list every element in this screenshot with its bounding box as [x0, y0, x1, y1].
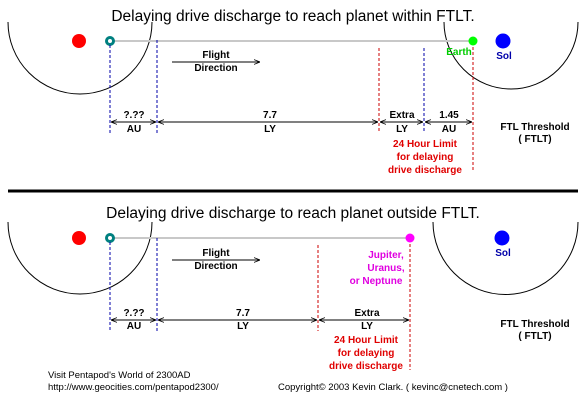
sol-ftlt-circle-bottom: [432, 221, 579, 295]
seg-au-unknown-value-bottom: ?.??: [123, 308, 144, 319]
sol-star-bottom: [494, 230, 510, 246]
ftl-threshold-abbrev: ( FTLT): [518, 134, 551, 145]
sol-ftlt-circle: [443, 21, 579, 90]
origin-star-bottom: [72, 231, 86, 245]
flight-direction-bottom-line1: Flight: [202, 248, 230, 259]
earth-label: Earth: [446, 47, 472, 58]
seg-au-unknown-value: ?.??: [123, 110, 144, 121]
seg-au-known-unit: AU: [442, 124, 456, 135]
origin-ftlt-circle-bottom: [7, 221, 153, 295]
sol-star: [495, 33, 511, 49]
limit-line2: for delaying: [397, 152, 454, 163]
limit-line3: drive discharge: [388, 165, 462, 176]
limit-bottom-line3: drive discharge: [329, 361, 403, 372]
limit-line1: 24 Hour Limit: [393, 139, 458, 150]
seg-au-unknown-unit-bottom: AU: [127, 321, 141, 332]
limit-bottom-line2: for delaying: [338, 348, 395, 359]
ship-marker-bottom: [105, 233, 115, 243]
top-panel: Delaying drive discharge to reach planet…: [7, 8, 579, 176]
outer-planet-label-2: Uranus,: [367, 263, 404, 274]
seg-au-known-value: 1.45: [439, 110, 459, 121]
seg-extra-value: Extra: [389, 110, 414, 121]
seg-ly-value-bottom: 7.7: [236, 308, 250, 319]
top-title: Delaying drive discharge to reach planet…: [111, 8, 474, 25]
outer-planet-label-1: Jupiter,: [368, 250, 404, 261]
seg-extra-unit-bottom: LY: [361, 321, 373, 332]
sol-label: Sol: [496, 51, 512, 62]
footer-visit-text: Visit Pentapod's World of 2300AD: [48, 370, 191, 381]
origin-ftlt-circle: [7, 21, 153, 95]
seg-extra-value-bottom: Extra: [354, 308, 379, 319]
bottom-panel: Delaying drive discharge to reach planet…: [7, 205, 579, 372]
footer-copyright: Copyright© 2003 Kevin Clark. ( kevinc@cn…: [278, 382, 508, 393]
bottom-title: Delaying drive discharge to reach planet…: [106, 205, 480, 222]
limit-bottom-line1: 24 Hour Limit: [334, 335, 399, 346]
footer-url[interactable]: http://www.geocities.com/pentapod2300/: [48, 382, 219, 393]
outer-planet: [405, 233, 415, 243]
earth-planet: [468, 36, 478, 46]
flight-direction-line1: Flight: [202, 50, 230, 61]
sol-label-bottom: Sol: [495, 248, 511, 259]
ftl-threshold-label-bottom: FTL Threshold: [500, 319, 569, 330]
seg-au-unknown-unit: AU: [127, 124, 141, 135]
ftl-threshold-abbrev-bottom: ( FTLT): [518, 331, 551, 342]
flight-direction-bottom-line2: Direction: [194, 261, 237, 272]
outer-planet-label-3: or Neptune: [350, 276, 403, 287]
flight-direction-line2: Direction: [194, 63, 237, 74]
seg-extra-unit: LY: [396, 124, 408, 135]
seg-ly-value: 7.7: [263, 110, 277, 121]
seg-ly-unit: LY: [264, 124, 276, 135]
seg-ly-unit-bottom: LY: [237, 321, 249, 332]
ship-marker: [105, 36, 115, 46]
ftl-threshold-label: FTL Threshold: [500, 122, 569, 133]
origin-star: [72, 34, 86, 48]
